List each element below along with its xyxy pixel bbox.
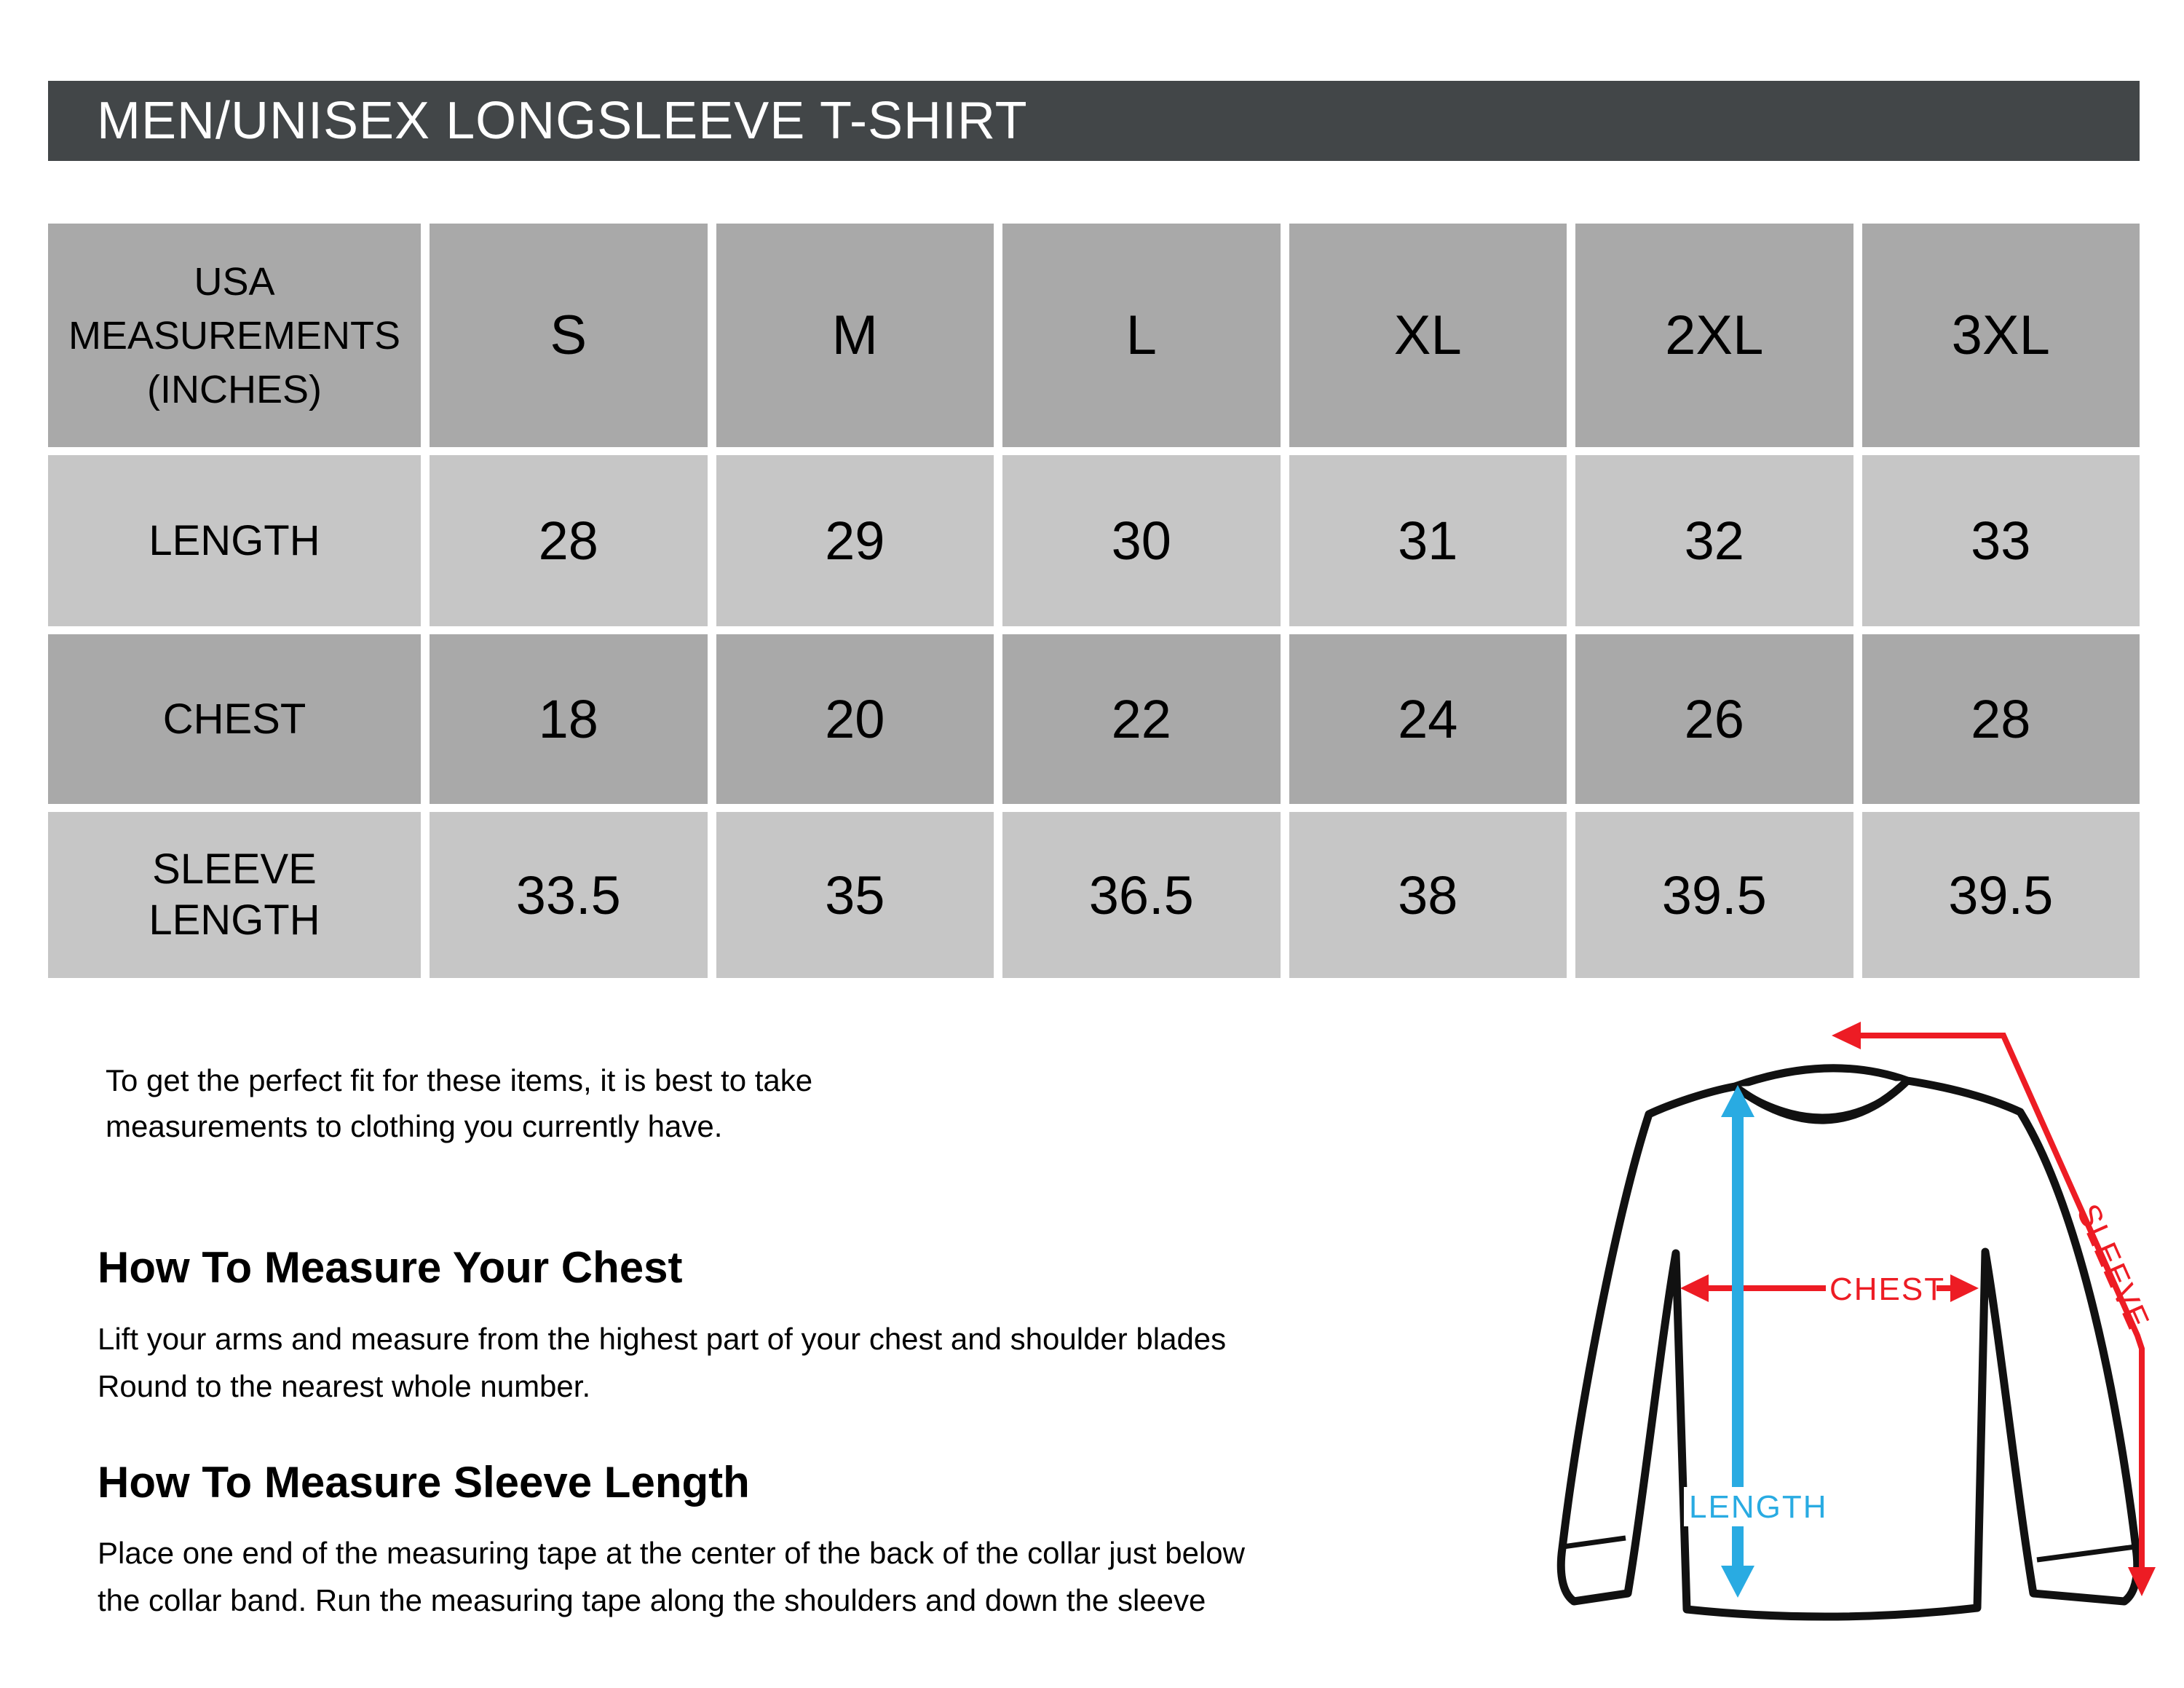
column-header-l: L bbox=[1002, 224, 1281, 447]
sleeve-text-line2: the collar band. Run the measuring tape … bbox=[98, 1583, 1206, 1617]
row-label-length: LENGTH bbox=[48, 455, 421, 626]
length-arrow: LENGTH bbox=[1684, 1085, 1827, 1598]
shirt-measurement-diagram: SLEEVE CHEST LENGTH bbox=[1556, 1022, 2156, 1621]
sleeve-2xl: 39.5 bbox=[1575, 812, 1853, 978]
chest-text-line2: Round to the nearest whole number. bbox=[98, 1369, 591, 1403]
size-chart-table: USA MEASUREMENTS (INCHES) S M L XL 2XL 3… bbox=[48, 224, 2140, 978]
length-2xl: 32 bbox=[1575, 455, 1853, 626]
fit-note-line1: To get the perfect fit for these items, … bbox=[106, 1063, 813, 1097]
right-cuff-line-icon bbox=[2036, 1544, 2136, 1563]
left-cuff-line-icon bbox=[1562, 1535, 1626, 1550]
length-l: 30 bbox=[1002, 455, 1281, 626]
chest-3xl: 28 bbox=[1861, 634, 2140, 804]
chest-l: 22 bbox=[1002, 634, 1281, 804]
row-label-sleeve-length: SLEEVE LENGTH bbox=[48, 812, 421, 978]
fit-note: To get the perfect fit for these items, … bbox=[106, 1057, 812, 1149]
collar-ribbing-icon bbox=[1741, 1085, 1902, 1119]
sleeve-3xl: 39.5 bbox=[1861, 812, 2140, 978]
chest-s: 18 bbox=[430, 634, 708, 804]
chest-m: 20 bbox=[716, 634, 994, 804]
column-header-xl: XL bbox=[1289, 224, 1567, 447]
sleeve-text-line1: Place one end of the measuring tape at t… bbox=[98, 1536, 1245, 1570]
column-header-m: M bbox=[716, 224, 994, 447]
length-label: LENGTH bbox=[1689, 1489, 1827, 1525]
sleeve-l: 36.5 bbox=[1002, 812, 1281, 978]
chest-xl: 24 bbox=[1289, 634, 1567, 804]
how-to-measure-chest-heading: How To Measure Your Chest bbox=[98, 1243, 683, 1292]
page-title: MEN/UNISEX LONGSLEEVE T-SHIRT bbox=[97, 92, 1028, 150]
length-3xl: 33 bbox=[1861, 455, 2140, 626]
column-header-3xl: 3XL bbox=[1861, 224, 2140, 447]
chest-text-line1: Lift your arms and measure from the high… bbox=[98, 1322, 1227, 1356]
sleeve-xl: 38 bbox=[1289, 812, 1567, 978]
table-corner-header: USA MEASUREMENTS (INCHES) bbox=[48, 224, 421, 447]
length-label-backdrop bbox=[1684, 1487, 1816, 1526]
length-m: 29 bbox=[716, 455, 994, 626]
column-header-s: S bbox=[430, 224, 708, 447]
chest-label: CHEST bbox=[1829, 1271, 1945, 1307]
how-to-measure-chest-text: Lift your arms and measure from the high… bbox=[98, 1315, 1226, 1410]
how-to-measure-sleeve-heading: How To Measure Sleeve Length bbox=[98, 1458, 750, 1507]
title-bar: MEN/UNISEX LONGSLEEVE T-SHIRT bbox=[48, 81, 2140, 161]
chest-2xl: 26 bbox=[1575, 634, 1853, 804]
chest-arrow: CHEST bbox=[1680, 1271, 1979, 1307]
length-s: 28 bbox=[430, 455, 708, 626]
column-header-2xl: 2XL bbox=[1575, 224, 1853, 447]
sleeve-s: 33.5 bbox=[430, 812, 708, 978]
how-to-measure-sleeve-text: Place one end of the measuring tape at t… bbox=[98, 1529, 1245, 1624]
fit-note-line2: measurements to clothing you currently h… bbox=[106, 1109, 723, 1143]
sleeve-m: 35 bbox=[716, 812, 994, 978]
row-label-chest: CHEST bbox=[48, 634, 421, 804]
sleeve-arrow bbox=[1832, 1022, 2156, 1596]
length-xl: 31 bbox=[1289, 455, 1567, 626]
shirt-outline-icon bbox=[1556, 1064, 2142, 1621]
